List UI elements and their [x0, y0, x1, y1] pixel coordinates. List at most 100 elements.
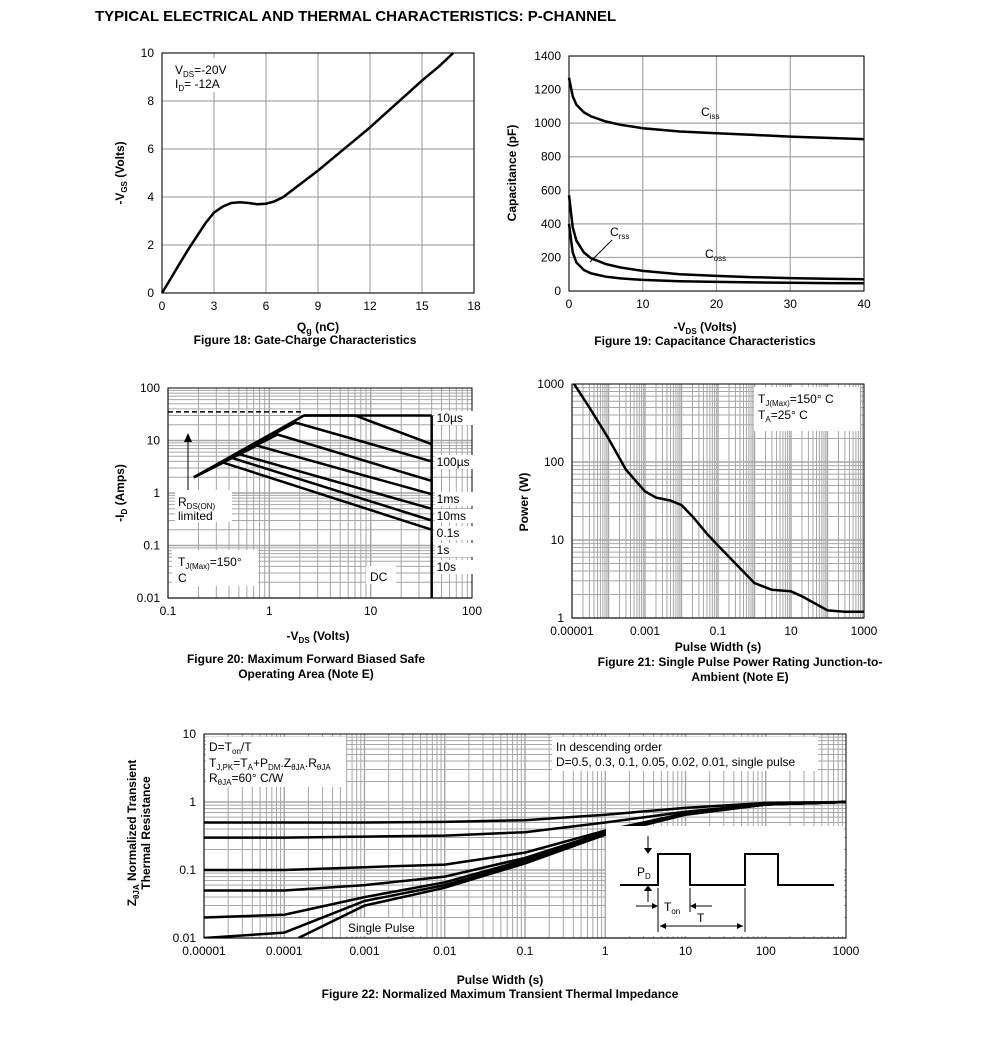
fig22-annotation-left-box — [206, 737, 346, 787]
fig18-ytick-label: 6 — [147, 142, 154, 156]
fig19-label-ciss: Ciss — [701, 105, 719, 121]
fig22-curve-singlepulse — [297, 800, 846, 938]
fig21-curve — [572, 384, 864, 614]
fig19-curve-crss — [567, 223, 865, 285]
fig22-xtick-label: 10 — [679, 944, 693, 958]
fig22-inset-t-arrowhead-right — [737, 923, 743, 929]
fig22-annotation-rtheta: RθJA=60° C/W — [209, 771, 284, 787]
fig20-ytick-label: 100 — [140, 381, 160, 395]
fig22-xtick-label: 0.1 — [517, 944, 534, 958]
fig19-xtick-label: 10 — [636, 297, 650, 311]
fig18-ytick-label: 2 — [147, 238, 154, 252]
fig20-curve-label-bg — [434, 411, 473, 425]
fig18-xtick-label: 6 — [263, 299, 270, 313]
fig21-xtick-label: 0.1 — [710, 624, 727, 638]
fig20-curve-label: 10s — [437, 560, 456, 574]
fig20-curve-label: 1s — [437, 543, 450, 557]
fig22-ytick-label: 10 — [183, 727, 197, 741]
fig19-caption: Figure 19: Capacitance Characteristics — [594, 334, 816, 348]
fig18-caption: Figure 18: Gate-Charge Characteristics — [194, 333, 417, 347]
fig22-xtick-label: 0.01 — [433, 944, 457, 958]
fig22-xlabel: Pulse Width (s) — [457, 973, 544, 987]
fig22-inset-pd-label: PD — [637, 865, 651, 881]
fig22-annotation-tjpk: TJ,PK=TA+PDM.ZθJA.RθJA — [209, 756, 331, 772]
fig20-tj-box — [172, 550, 258, 586]
figure-21-single-pulse-power: 0.00001 0.001 0.1 10 1000 1 10 100 1000 TJ(Max)=… — [517, 377, 882, 684]
fig22-annotation-order: In descending order — [556, 740, 662, 754]
fig22-single-pulse-label: Single Pulse — [348, 921, 415, 935]
fig22-xtick-label: 1 — [602, 944, 609, 958]
fig20-series — [168, 411, 433, 598]
fig18-xtick-label: 0 — [159, 299, 166, 313]
fig22-inset-waveform — [620, 853, 834, 886]
fig20-dc-box — [366, 566, 396, 584]
fig22-xtick-label: 0.00001 — [182, 944, 226, 958]
fig22-tick-labels: 0.00001 0.0001 0.001 0.01 0.1 1 10 100 1000 0.01 0… — [173, 727, 860, 958]
fig20-xtick-label: 0.1 — [160, 604, 177, 618]
fig20-rds-label: RDS(ON) — [178, 495, 215, 511]
fig22-inset-pd-arrowhead-top — [644, 848, 652, 854]
fig18-xlabel: Qg (nC) — [297, 320, 339, 336]
fig21-annotation-box — [754, 387, 860, 431]
fig20-tj-label: TJ(Max)=150° — [178, 555, 242, 571]
fig21-xtick-label: 10 — [784, 624, 798, 638]
fig22-series — [204, 800, 846, 938]
fig21-ytick-label: 1000 — [537, 377, 564, 391]
fig18-ytick-label: 0 — [147, 286, 154, 300]
fig21-ytick-label: 10 — [551, 533, 565, 547]
figure-22-transient-thermal-impedance: 0.00001 0.0001 0.001 0.01 0.1 1 10 100 1000 0.01 0… — [125, 727, 860, 1001]
fig20-ylabel: -ID (Amps) — [113, 464, 129, 522]
fig22-ytick-label: 0.1 — [179, 863, 196, 877]
fig19-ytick-label: 200 — [541, 250, 561, 264]
fig22-single-pulse-box — [343, 918, 423, 936]
fig21-grid — [571, 384, 864, 619]
fig20-caption-line2: Operating Area (Note E) — [238, 667, 374, 681]
fig19-ytick-label: 0 — [554, 284, 561, 298]
fig19-ytick-label: 600 — [541, 183, 561, 197]
fig22-annotation-duty: D=Ton/T — [209, 740, 252, 756]
fig18-ytick-label: 10 — [141, 46, 155, 60]
fig19-xtick-label: 40 — [857, 297, 871, 311]
fig21-annotation-ta: TA=25° C — [758, 408, 808, 424]
fig19-ytick-label: 1400 — [534, 49, 561, 63]
fig19-ytick-label: 800 — [541, 150, 561, 164]
fig18-xtick-label: 18 — [467, 299, 481, 313]
fig20-ytick-label: 0.01 — [137, 591, 161, 605]
fig21-caption-line1: Figure 21: Single Pulse Power Rating Jun… — [598, 655, 883, 669]
fig18-annotation-id: ID= -12A — [175, 77, 220, 93]
fig19-xtick-label: 0 — [566, 297, 573, 311]
fig20-curve-label-bg — [434, 509, 473, 523]
page-title: TYPICAL ELECTRICAL AND THERMAL CHARACTER… — [95, 8, 617, 25]
fig22-inset-t-arrowhead-left — [660, 923, 666, 929]
fig22-inset-bg — [606, 826, 844, 936]
fig18-annotation-vds: VDS=-20V — [175, 63, 227, 79]
fig22-xtick-label: 100 — [756, 944, 776, 958]
fig19-curve-ciss — [567, 77, 865, 141]
fig18-ylabel: -VGS (Volts) — [113, 141, 129, 204]
fig21-xtick-label: 0.001 — [630, 624, 660, 638]
fig22-inset-ton-label: Ton — [664, 900, 680, 916]
fig20-xtick-label: 100 — [462, 604, 482, 618]
fig20-tj-unit: C — [178, 571, 187, 585]
fig22-ylabel-line1: ZθJA Normalized Transient — [125, 760, 141, 907]
fig18-tick-labels: 0 3 6 9 12 15 18 0 2 4 6 8 10 — [141, 46, 481, 313]
fig19-series — [567, 77, 865, 285]
fig19-label-crss: Crss — [610, 225, 629, 241]
fig19-ytick-label: 1200 — [534, 83, 561, 97]
figure-18-gate-charge: 0 3 6 9 12 15 18 0 2 4 6 8 10 VDS=-20V ID= -12A Qg (… — [113, 46, 481, 347]
fig18-xtick-label: 15 — [415, 299, 429, 313]
fig20-xtick-label: 10 — [364, 604, 378, 618]
fig19-xtick-label: 30 — [784, 297, 798, 311]
fig21-xtick-label: 0.00001 — [550, 624, 594, 638]
fig21-tick-labels: 0.00001 0.001 0.1 10 1000 1 10 100 1000 — [537, 377, 877, 638]
fig22-inset-pd-arrowhead-bottom — [644, 885, 652, 891]
fig22-annotation-duty-list: D=0.5, 0.3, 0.1, 0.05, 0.02, 0.01, singl… — [556, 755, 795, 769]
fig20-ytick-label: 10 — [147, 434, 161, 448]
fig18-ytick-label: 4 — [147, 190, 154, 204]
fig18-ytick-label: 8 — [147, 94, 154, 108]
fig21-ytick-label: 1 — [557, 611, 564, 625]
fig19-plot-frame — [568, 55, 865, 292]
